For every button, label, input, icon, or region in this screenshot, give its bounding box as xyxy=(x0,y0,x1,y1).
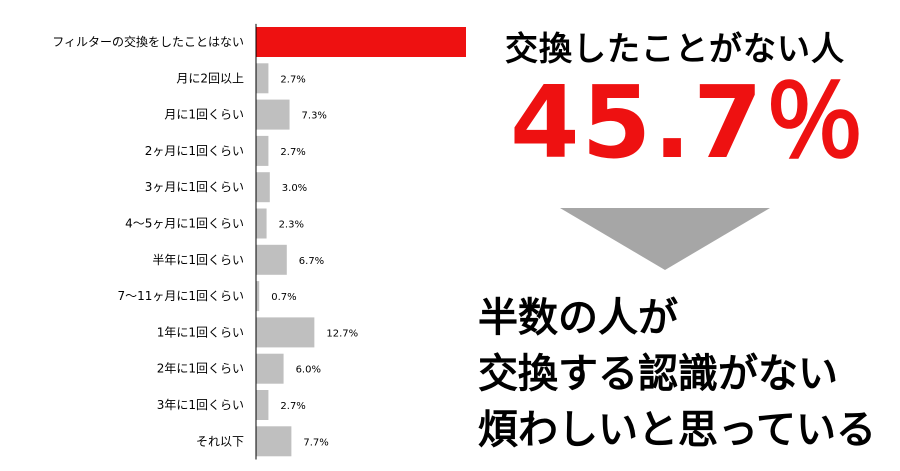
bar-5 xyxy=(256,208,267,239)
bar-7 xyxy=(256,281,260,312)
headline: 交換したことがない人 xyxy=(505,29,845,68)
category-label-3: 2ヶ月に1回くらい xyxy=(145,144,244,158)
bar-6 xyxy=(256,244,287,275)
bar-0 xyxy=(256,27,466,57)
category-label-2: 月に1回くらい xyxy=(164,108,244,122)
conclusion-text: 半数の人が 交換する認識がない 煩わしいと思っている xyxy=(478,290,876,458)
value-label-1: 2.7% xyxy=(280,74,305,85)
category-label-4: 3ヶ月に1回くらい xyxy=(145,180,244,194)
category-label-1: 月に2回以上 xyxy=(176,71,244,85)
category-label-9: 2年に1回くらい xyxy=(157,362,244,376)
bar-11 xyxy=(256,426,292,457)
bars-group xyxy=(256,27,466,457)
category-label-5: 4〜5ヶ月に1回くらい xyxy=(125,217,244,231)
value-label-11: 7.7% xyxy=(303,437,328,448)
value-label-5: 2.3% xyxy=(279,220,304,231)
conclusion-line-2: 交換する認識がない xyxy=(478,351,838,397)
conclusion-line-3: 煩わしいと思っている xyxy=(478,407,876,453)
conclusion-line-1: 半数の人が xyxy=(478,295,678,341)
bar-9 xyxy=(256,353,284,384)
value-label-3: 2.7% xyxy=(280,147,305,158)
bar-8 xyxy=(256,317,315,348)
bar-10 xyxy=(256,390,269,420)
category-label-11: それ以下 xyxy=(196,434,244,448)
value-label-6: 6.7% xyxy=(299,256,324,267)
value-label-4: 3.0% xyxy=(282,183,307,194)
big-percent-value: 45.7％ xyxy=(510,64,867,181)
value-label-2: 7.3% xyxy=(302,111,327,122)
category-label-0: フィルターの交換をしたことはない xyxy=(52,34,244,49)
category-label-6: 半年に1回くらい xyxy=(152,253,244,267)
category-label-10: 3年に1回くらい xyxy=(157,398,244,412)
value-label-8: 12.7% xyxy=(326,328,358,339)
bar-1 xyxy=(256,63,269,94)
category-label-8: 1年に1回くらい xyxy=(157,325,244,339)
value-label-7: 0.7% xyxy=(271,292,296,303)
value-label-10: 2.7% xyxy=(280,401,305,412)
category-label-7: 7〜11ヶ月に1回くらい xyxy=(117,289,244,303)
down-arrow-icon xyxy=(560,208,770,270)
value-label-9: 6.0% xyxy=(296,365,321,376)
bar-3 xyxy=(256,135,269,166)
bar-2 xyxy=(256,99,290,130)
value-labels-group: 2.7% 7.3% 2.7% 3.0% 2.3% 6.7% 0.7% 12.7% 6.0% 2.7… xyxy=(271,74,358,448)
bar-4 xyxy=(256,172,270,203)
